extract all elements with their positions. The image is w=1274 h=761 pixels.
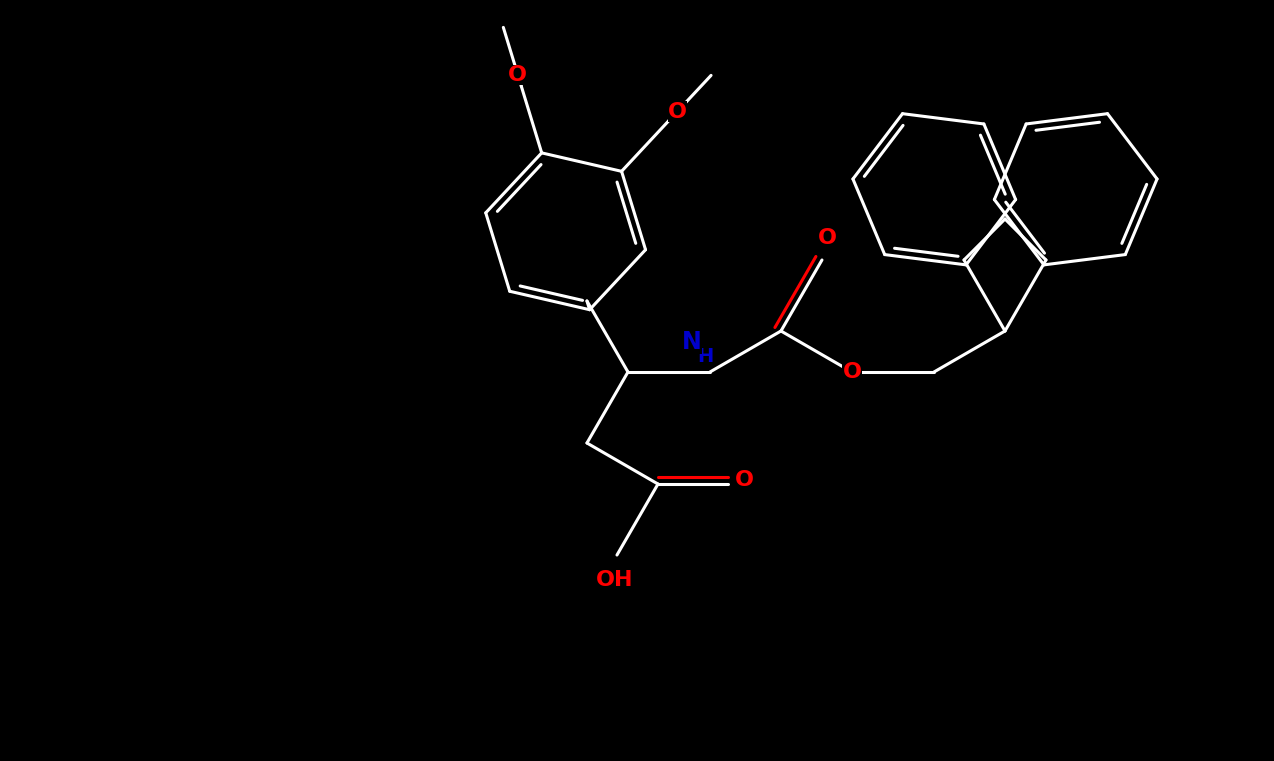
Text: O: O [668, 101, 687, 122]
Text: O: O [508, 65, 527, 84]
Text: O: O [735, 470, 754, 490]
Text: N: N [682, 330, 702, 354]
Text: H: H [697, 348, 713, 367]
Text: O: O [818, 228, 837, 248]
Text: OH: OH [596, 570, 633, 590]
Text: O: O [842, 362, 861, 382]
